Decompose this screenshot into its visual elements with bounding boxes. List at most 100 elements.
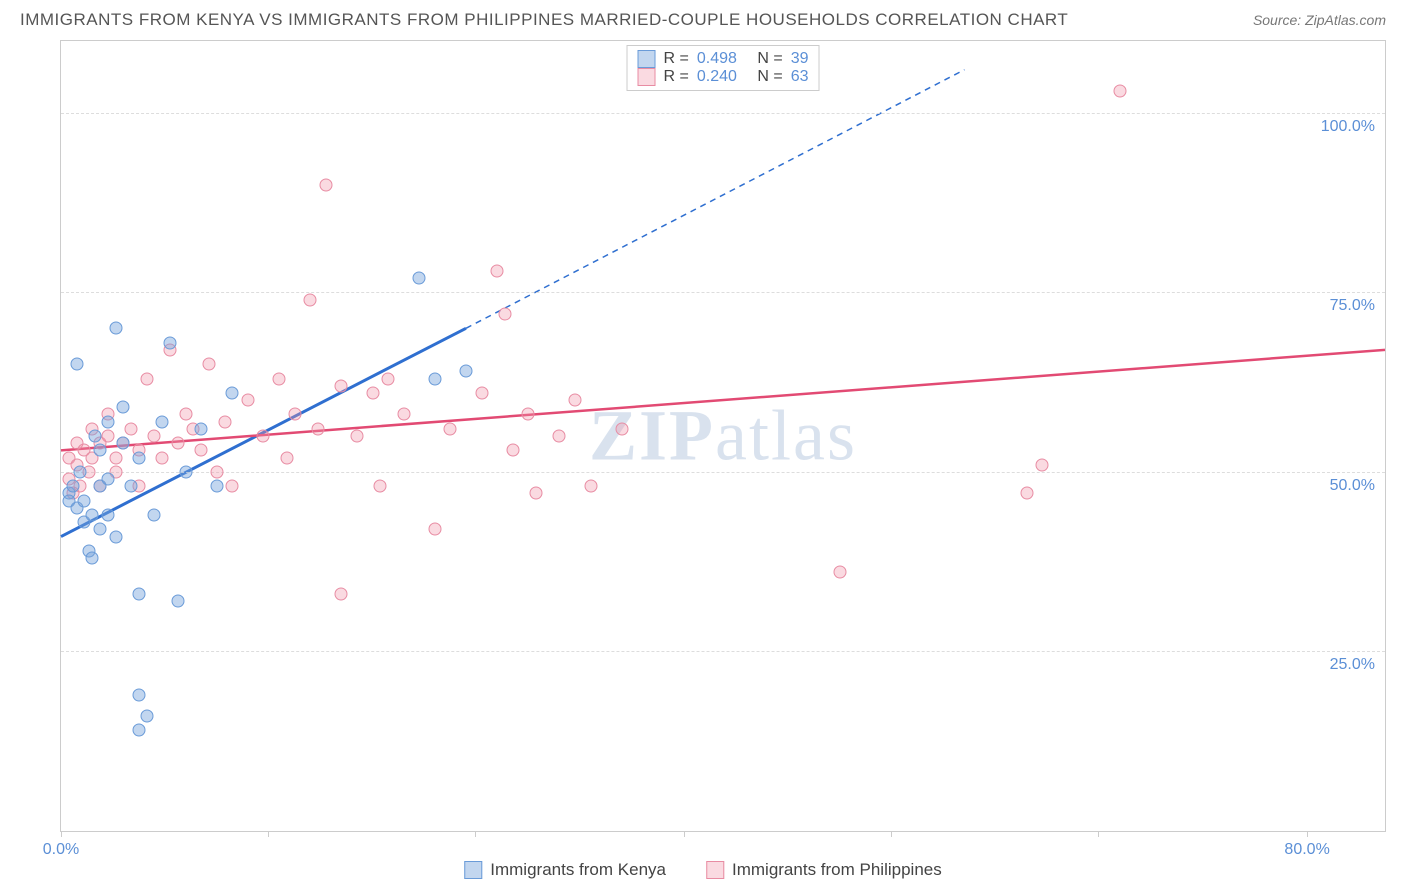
data-point <box>210 465 223 478</box>
ytick-label: 25.0% <box>1330 656 1375 674</box>
legend-row-kenya: R = 0.498 N = 39 <box>638 50 809 68</box>
data-point <box>530 487 543 500</box>
data-point <box>226 480 239 493</box>
data-point <box>117 437 130 450</box>
data-point <box>70 358 83 371</box>
data-point <box>498 307 511 320</box>
data-point <box>101 509 114 522</box>
data-point <box>132 588 145 601</box>
gridline-h <box>61 292 1385 293</box>
data-point <box>319 178 332 191</box>
legend-item-kenya: Immigrants from Kenya <box>464 860 666 880</box>
data-point <box>171 437 184 450</box>
data-point <box>335 379 348 392</box>
data-point <box>132 451 145 464</box>
data-point <box>67 480 80 493</box>
swatch-kenya <box>638 50 656 68</box>
data-point <box>584 480 597 493</box>
data-point <box>140 372 153 385</box>
data-point <box>475 386 488 399</box>
data-point <box>101 473 114 486</box>
data-point <box>101 430 114 443</box>
data-point <box>226 386 239 399</box>
data-point <box>156 451 169 464</box>
data-point <box>156 415 169 428</box>
swatch-philippines <box>638 68 656 86</box>
data-point <box>382 372 395 385</box>
data-point <box>366 386 379 399</box>
data-point <box>164 336 177 349</box>
correlation-legend: R = 0.498 N = 39 R = 0.240 N = 63 <box>627 45 820 91</box>
data-point <box>459 365 472 378</box>
xtick-mark <box>61 831 62 837</box>
xtick-mark <box>891 831 892 837</box>
data-point <box>553 430 566 443</box>
gridline-h <box>61 651 1385 652</box>
data-point <box>109 322 122 335</box>
data-point <box>491 264 504 277</box>
ytick-label: 100.0% <box>1321 118 1375 136</box>
xtick-mark <box>475 831 476 837</box>
data-point <box>125 480 138 493</box>
data-point <box>1020 487 1033 500</box>
data-point <box>125 422 138 435</box>
xtick-mark <box>684 831 685 837</box>
ytick-label: 50.0% <box>1330 477 1375 495</box>
data-point <box>506 444 519 457</box>
data-point <box>569 394 582 407</box>
data-point <box>350 430 363 443</box>
data-point <box>109 451 122 464</box>
data-point <box>273 372 286 385</box>
data-point <box>522 408 535 421</box>
scatter-chart: ZIPatlas R = 0.498 N = 39 R = 0.240 N = … <box>60 40 1386 832</box>
data-point <box>304 293 317 306</box>
data-point <box>93 444 106 457</box>
data-point <box>179 465 192 478</box>
data-point <box>73 465 86 478</box>
swatch-kenya-icon <box>464 861 482 879</box>
data-point <box>148 430 161 443</box>
gridline-h <box>61 472 1385 473</box>
data-point <box>195 444 208 457</box>
xtick-label: 80.0% <box>1284 841 1329 859</box>
swatch-philippines-icon <box>706 861 724 879</box>
legend-item-philippines: Immigrants from Philippines <box>706 860 942 880</box>
data-point <box>413 272 426 285</box>
chart-title: IMMIGRANTS FROM KENYA VS IMMIGRANTS FROM… <box>20 10 1068 30</box>
data-point <box>78 494 91 507</box>
series-legend: Immigrants from Kenya Immigrants from Ph… <box>464 860 941 880</box>
data-point <box>1036 458 1049 471</box>
ytick-label: 75.0% <box>1330 297 1375 315</box>
data-point <box>89 430 102 443</box>
legend-row-philippines: R = 0.240 N = 63 <box>638 68 809 86</box>
data-point <box>615 422 628 435</box>
data-point <box>140 710 153 723</box>
data-point <box>179 408 192 421</box>
data-point <box>428 523 441 536</box>
data-point <box>397 408 410 421</box>
data-point <box>132 688 145 701</box>
data-point <box>86 509 99 522</box>
data-point <box>280 451 293 464</box>
data-point <box>109 530 122 543</box>
data-point <box>86 552 99 565</box>
data-point <box>374 480 387 493</box>
data-point <box>132 724 145 737</box>
data-point <box>195 422 208 435</box>
xtick-mark <box>268 831 269 837</box>
xtick-mark <box>1307 831 1308 837</box>
data-point <box>335 588 348 601</box>
data-point <box>312 422 325 435</box>
data-point <box>101 415 114 428</box>
data-point <box>218 415 231 428</box>
data-point <box>210 480 223 493</box>
data-point <box>288 408 301 421</box>
data-point <box>117 401 130 414</box>
data-point <box>202 358 215 371</box>
data-point <box>428 372 441 385</box>
source-label: Source: ZipAtlas.com <box>1253 12 1386 28</box>
data-point <box>833 566 846 579</box>
data-point <box>257 430 270 443</box>
data-point <box>148 509 161 522</box>
data-point <box>241 394 254 407</box>
